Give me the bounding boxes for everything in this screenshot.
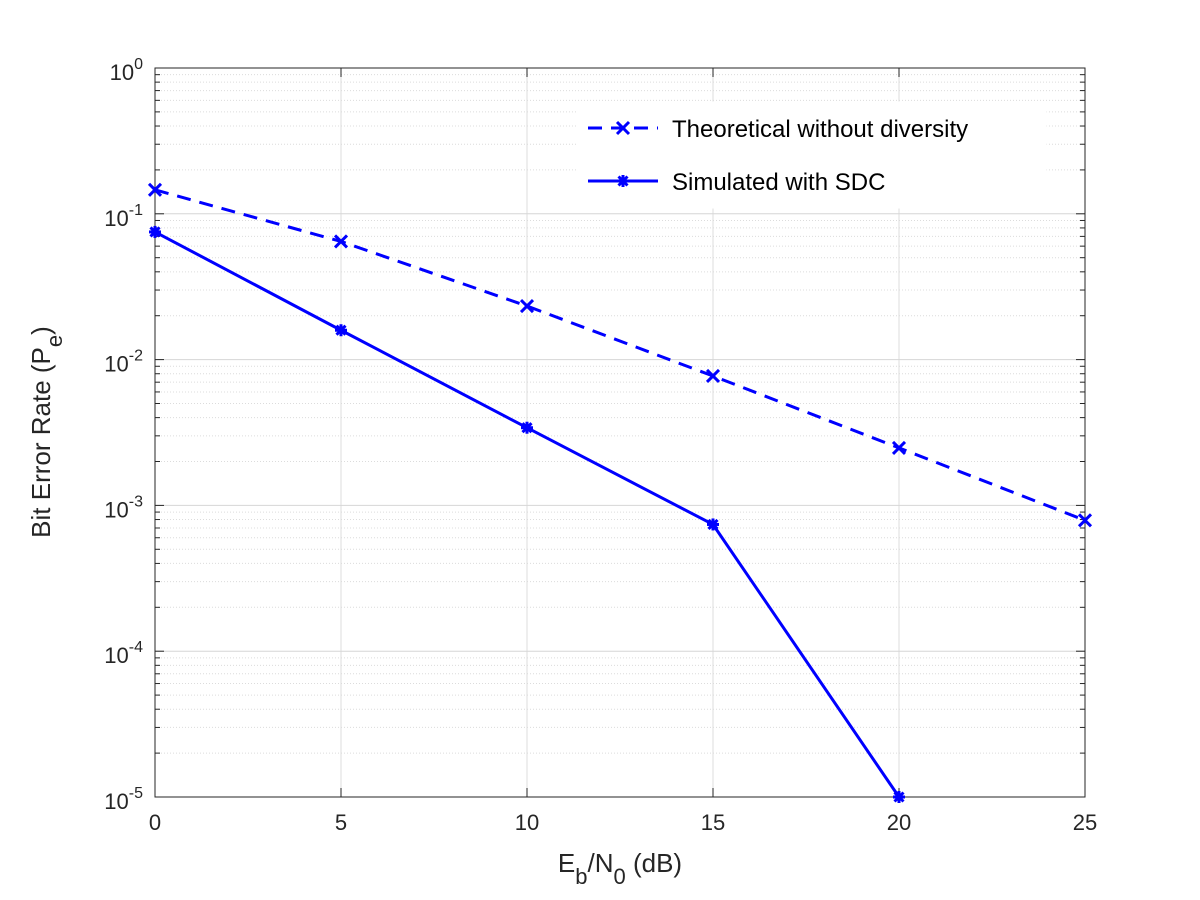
y-axis-label: Bit Error Rate (Pe) — [26, 326, 67, 538]
series-0-point — [333, 234, 349, 249]
legend-asterisk-marker-icon — [617, 175, 629, 187]
x-tick-label: 25 — [1073, 810, 1097, 835]
axes-box — [154, 67, 1086, 798]
series — [147, 182, 1093, 803]
series-0-point — [1077, 513, 1093, 528]
x-tick-label: 5 — [335, 810, 347, 835]
legend-label-simulated: Simulated with SDC — [672, 169, 885, 196]
y-tick-label: 10-3 — [104, 493, 143, 522]
y-tick-label: 10-5 — [104, 785, 143, 814]
y-tick-label: 100 — [110, 56, 143, 85]
legend-box — [577, 101, 1047, 209]
series-0-point — [519, 298, 535, 314]
series-1-point — [335, 324, 347, 337]
legend-x-marker-icon — [615, 120, 631, 136]
y-tick-label: 10-2 — [104, 348, 143, 377]
x-tick-label: 15 — [701, 810, 725, 835]
series-1-point — [149, 225, 161, 238]
series-0-point — [147, 182, 163, 197]
series-0-point — [705, 368, 721, 384]
x-tick-label: 20 — [887, 810, 911, 835]
series-1-point — [707, 518, 719, 531]
series-1-point — [521, 421, 533, 434]
legend-label-theoretical: Theoretical without diversity — [672, 116, 968, 143]
x-tick-label: 0 — [149, 810, 161, 835]
y-tick-label: 10-1 — [104, 202, 143, 231]
series-0-point — [891, 440, 907, 455]
x-tick-label: 10 — [515, 810, 539, 835]
legend-marker-theoretical — [615, 120, 631, 136]
legend: Theoretical without diversity Simulated … — [577, 101, 1047, 209]
x-axis-label: Eb/N0 (dB) — [558, 848, 682, 889]
y-tick-label: 10-4 — [104, 639, 143, 668]
series-1-point — [893, 791, 905, 803]
legend-marker-simulated — [617, 175, 629, 187]
series-line-0 — [154, 188, 1086, 522]
ticks: 0 5 10 15 20 25 100 10-1 10-2 10-3 10-4 10-5 — [104, 56, 1097, 835]
